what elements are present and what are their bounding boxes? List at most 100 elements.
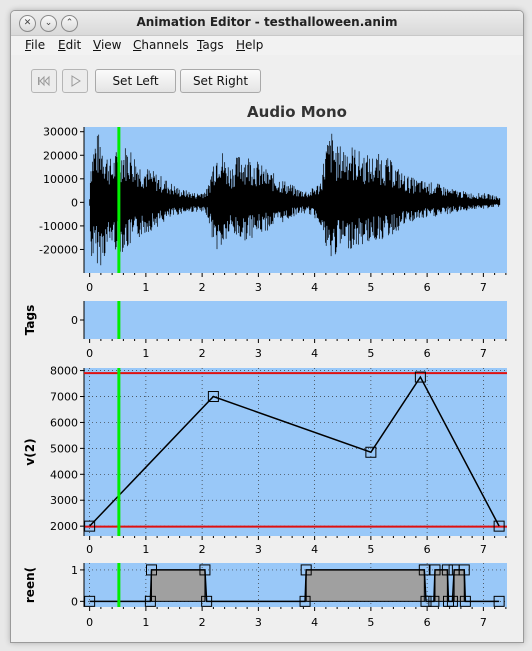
- x-tick-label: 7: [480, 281, 487, 294]
- x-tick-label: 2: [199, 347, 206, 360]
- y-axis-label: Tags: [23, 305, 37, 335]
- x-tick-label: 4: [311, 543, 318, 556]
- x-tick-label: 7: [480, 347, 487, 360]
- keyframe-point: [84, 520, 96, 532]
- keyframe-point: [300, 564, 312, 576]
- chart-title: Audio Mono: [247, 103, 347, 121]
- close-icon: ✕: [23, 18, 32, 28]
- x-tick-label: 1: [142, 616, 149, 629]
- x-tick-label: 2: [199, 616, 206, 629]
- y-tick-label: 6000: [50, 416, 78, 429]
- x-tick-label: 6: [424, 616, 431, 629]
- y-tick-label: 0: [71, 314, 78, 327]
- x-tick-label: 3: [255, 616, 262, 629]
- y-tick-label: 5000: [50, 442, 78, 455]
- keyframe-point: [493, 595, 505, 607]
- y-tick-label: 0: [71, 595, 78, 608]
- keyframe-point: [207, 391, 219, 403]
- channel-curve: [89, 569, 500, 603]
- menu-file[interactable]: File: [25, 38, 46, 52]
- minimize-window-button[interactable]: ⌄: [40, 15, 57, 32]
- on-segment: [151, 569, 206, 602]
- keyframe-point: [429, 564, 441, 576]
- y-tick-label: 7000: [50, 391, 78, 404]
- keyframe-point: [420, 595, 432, 607]
- play-icon: [71, 75, 81, 87]
- x-tick-label: 1: [142, 543, 149, 556]
- close-window-button[interactable]: ✕: [19, 15, 36, 32]
- menu-channels[interactable]: Channels: [133, 38, 189, 52]
- x-tick-label: 3: [255, 347, 262, 360]
- menu-help[interactable]: Help: [236, 38, 264, 52]
- minimize-icon: ⌄: [44, 18, 53, 28]
- keyframe-point: [446, 595, 458, 607]
- keyframe-point: [428, 595, 440, 607]
- menu-bar: File Edit View Channels Tags Help: [11, 36, 523, 55]
- y-tick-label: -10000: [39, 220, 78, 233]
- x-tick-label: 5: [367, 281, 374, 294]
- x-tick-label: 3: [255, 281, 262, 294]
- x-tick-label: 4: [311, 347, 318, 360]
- keyframe-point: [146, 564, 157, 576]
- x-tick-label: 0: [86, 281, 93, 294]
- keyframe-point: [418, 564, 430, 576]
- y-tick-label: 1: [71, 564, 78, 577]
- y-tick-label: 10000: [43, 173, 78, 186]
- y-tick-label: 3000: [50, 494, 78, 507]
- maximize-icon: ⌃: [65, 18, 74, 28]
- y-tick-label: 0: [71, 196, 78, 209]
- x-tick-label: 7: [480, 616, 487, 629]
- y-tick-label: 20000: [43, 149, 78, 162]
- plot-area-2: [84, 368, 507, 536]
- y-tick-label: -20000: [39, 243, 78, 256]
- keyframe-point: [199, 564, 211, 576]
- keyframe-point: [441, 564, 453, 576]
- x-tick-label: 2: [199, 543, 206, 556]
- window-title: Animation Editor - testhalloween.anim: [136, 15, 398, 29]
- x-tick-label: 3: [255, 543, 262, 556]
- x-tick-label: 0: [86, 543, 93, 556]
- keyframe-point: [459, 595, 471, 607]
- x-tick-label: 1: [142, 347, 149, 360]
- set-left-button[interactable]: Set Left: [95, 69, 176, 93]
- animation-editor-window: ✕ ⌄ ⌃ Animation Editor - testhalloween.a…: [10, 10, 524, 643]
- rewind-button[interactable]: [31, 69, 57, 93]
- x-tick-label: 6: [424, 347, 431, 360]
- y-tick-label: 4000: [50, 468, 78, 481]
- keyframe-point: [84, 595, 96, 607]
- x-tick-label: 5: [367, 347, 374, 360]
- channel-curve: [89, 375, 500, 527]
- on-segment: [305, 569, 425, 602]
- y-tick-label: 2000: [50, 520, 78, 533]
- menu-view[interactable]: View: [93, 38, 122, 52]
- set-right-button[interactable]: Set Right: [180, 69, 261, 93]
- keyframe-point: [493, 520, 505, 532]
- x-tick-label: 6: [424, 281, 431, 294]
- keyframe-point: [144, 595, 156, 607]
- audio-waveform: [89, 133, 501, 266]
- menu-tags[interactable]: Tags: [197, 38, 224, 52]
- play-button[interactable]: [62, 69, 88, 93]
- x-tick-label: 7: [480, 543, 487, 556]
- y-tick-label: 8000: [50, 365, 78, 378]
- keyframe-point: [365, 446, 377, 458]
- keyframe-point: [299, 595, 311, 607]
- keyframe-point: [201, 595, 213, 607]
- toolbar: Set Left Set Right: [11, 61, 523, 101]
- y-axis-label: v(2): [23, 438, 37, 465]
- y-axis-label: reen(: [23, 567, 37, 603]
- x-tick-label: 1: [142, 281, 149, 294]
- x-tick-label: 4: [311, 616, 318, 629]
- menu-edit[interactable]: Edit: [58, 38, 82, 52]
- skip-to-start-icon: [38, 75, 50, 87]
- keyframe-point: [414, 371, 426, 383]
- maximize-window-button[interactable]: ⌃: [61, 15, 78, 32]
- y-tick-label: 30000: [43, 126, 78, 139]
- title-bar: ✕ ⌄ ⌃ Animation Editor - testhalloween.a…: [11, 11, 523, 36]
- keyframe-point: [458, 564, 470, 576]
- x-tick-label: 5: [367, 543, 374, 556]
- plot-area-1: [84, 301, 507, 339]
- x-tick-label: 0: [86, 347, 93, 360]
- x-tick-label: 0: [86, 616, 93, 629]
